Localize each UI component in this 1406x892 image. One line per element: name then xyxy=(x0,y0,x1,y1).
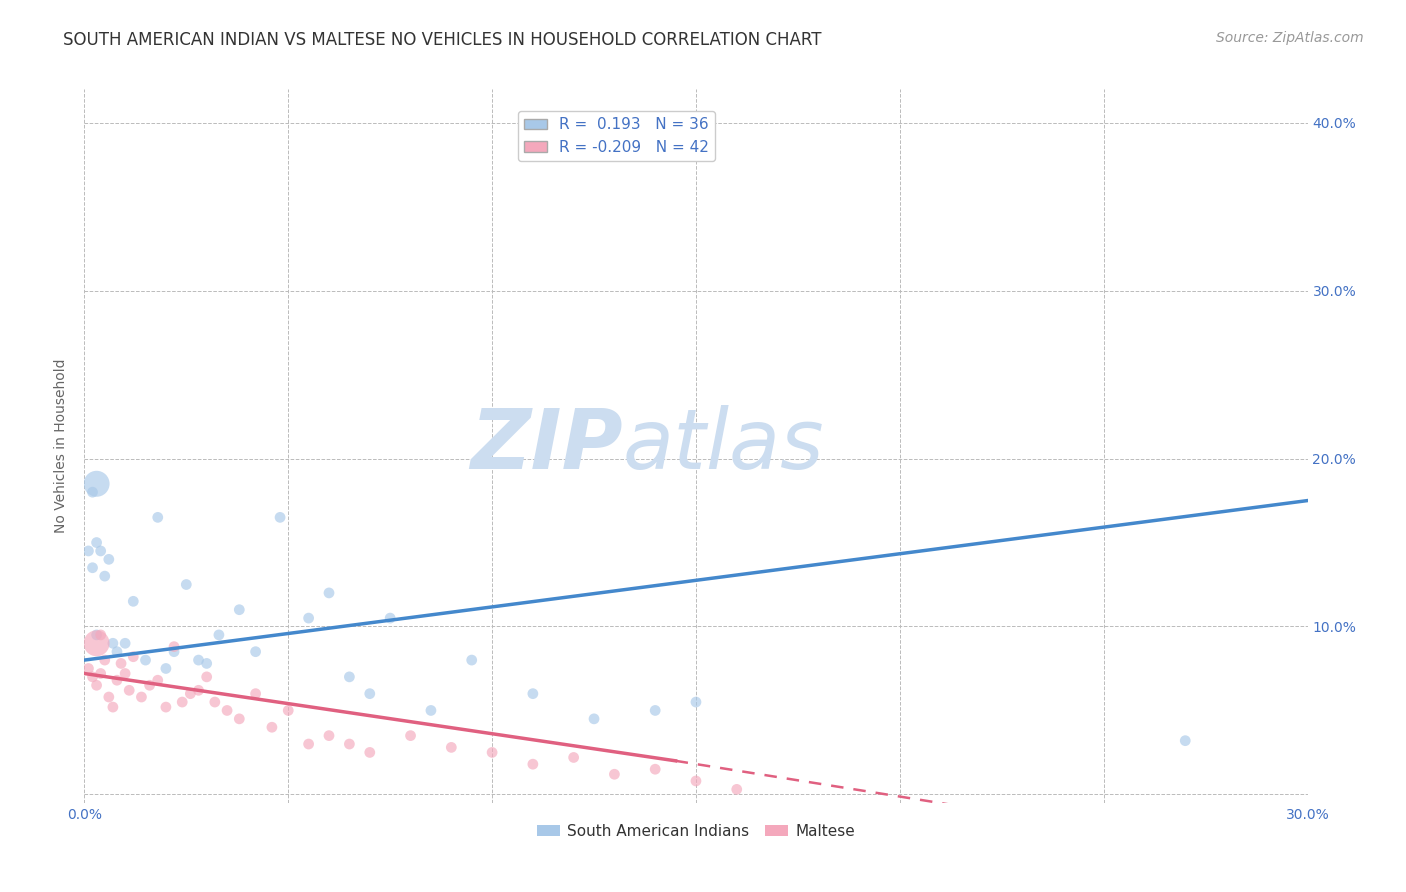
Point xyxy=(174,577,197,591)
Point xyxy=(86,678,108,692)
Point xyxy=(298,611,321,625)
Text: atlas: atlas xyxy=(623,406,824,486)
Point xyxy=(685,774,707,789)
Point xyxy=(146,510,169,524)
Point xyxy=(644,703,666,717)
Point xyxy=(420,703,443,717)
Point xyxy=(101,636,124,650)
Point xyxy=(644,762,666,776)
Point xyxy=(461,653,484,667)
Point xyxy=(93,653,115,667)
Point xyxy=(187,653,209,667)
Point xyxy=(77,661,100,675)
Point xyxy=(440,740,463,755)
Point xyxy=(131,690,153,704)
Point xyxy=(97,552,120,566)
Point xyxy=(163,640,186,654)
Point xyxy=(138,678,160,692)
Point xyxy=(77,544,100,558)
Point xyxy=(195,670,218,684)
Point xyxy=(179,687,201,701)
Text: Source: ZipAtlas.com: Source: ZipAtlas.com xyxy=(1216,31,1364,45)
Point xyxy=(359,687,381,701)
Point xyxy=(399,729,422,743)
Point xyxy=(522,757,544,772)
Point xyxy=(97,690,120,704)
Point xyxy=(90,666,112,681)
Point xyxy=(90,628,112,642)
Point xyxy=(122,649,145,664)
Point xyxy=(155,700,177,714)
Point xyxy=(90,544,112,558)
Point xyxy=(114,666,136,681)
Point xyxy=(217,703,239,717)
Point xyxy=(245,687,267,701)
Point xyxy=(562,750,585,764)
Point xyxy=(228,712,250,726)
Point xyxy=(195,657,218,671)
Y-axis label: No Vehicles in Household: No Vehicles in Household xyxy=(55,359,69,533)
Point xyxy=(114,636,136,650)
Text: SOUTH AMERICAN INDIAN VS MALTESE NO VEHICLES IN HOUSEHOLD CORRELATION CHART: SOUTH AMERICAN INDIAN VS MALTESE NO VEHI… xyxy=(63,31,821,49)
Point xyxy=(187,683,209,698)
Point xyxy=(82,560,104,574)
Point xyxy=(685,695,707,709)
Point xyxy=(522,687,544,701)
Point xyxy=(380,611,402,625)
Point xyxy=(318,586,340,600)
Point xyxy=(359,746,381,760)
Point xyxy=(146,673,169,688)
Point xyxy=(86,628,108,642)
Point xyxy=(208,628,231,642)
Point xyxy=(135,653,157,667)
Point xyxy=(86,535,108,549)
Point xyxy=(260,720,283,734)
Point xyxy=(86,476,108,491)
Point xyxy=(93,569,115,583)
Point xyxy=(105,645,128,659)
Point xyxy=(481,746,503,760)
Point xyxy=(277,703,299,717)
Point xyxy=(318,729,340,743)
Point xyxy=(603,767,626,781)
Point xyxy=(298,737,321,751)
Point xyxy=(82,670,104,684)
Point xyxy=(172,695,194,709)
Point xyxy=(339,670,361,684)
Point xyxy=(1174,733,1197,747)
Point xyxy=(228,603,250,617)
Point xyxy=(86,636,108,650)
Legend: South American Indians, Maltese: South American Indians, Maltese xyxy=(530,818,862,845)
Point xyxy=(245,645,267,659)
Point xyxy=(122,594,145,608)
Text: ZIP: ZIP xyxy=(470,406,623,486)
Point xyxy=(725,782,748,797)
Point xyxy=(583,712,606,726)
Point xyxy=(101,700,124,714)
Point xyxy=(339,737,361,751)
Point xyxy=(110,657,132,671)
Point xyxy=(269,510,291,524)
Point xyxy=(82,485,104,500)
Point xyxy=(204,695,226,709)
Point xyxy=(155,661,177,675)
Point xyxy=(105,673,128,688)
Point xyxy=(163,645,186,659)
Point xyxy=(118,683,141,698)
